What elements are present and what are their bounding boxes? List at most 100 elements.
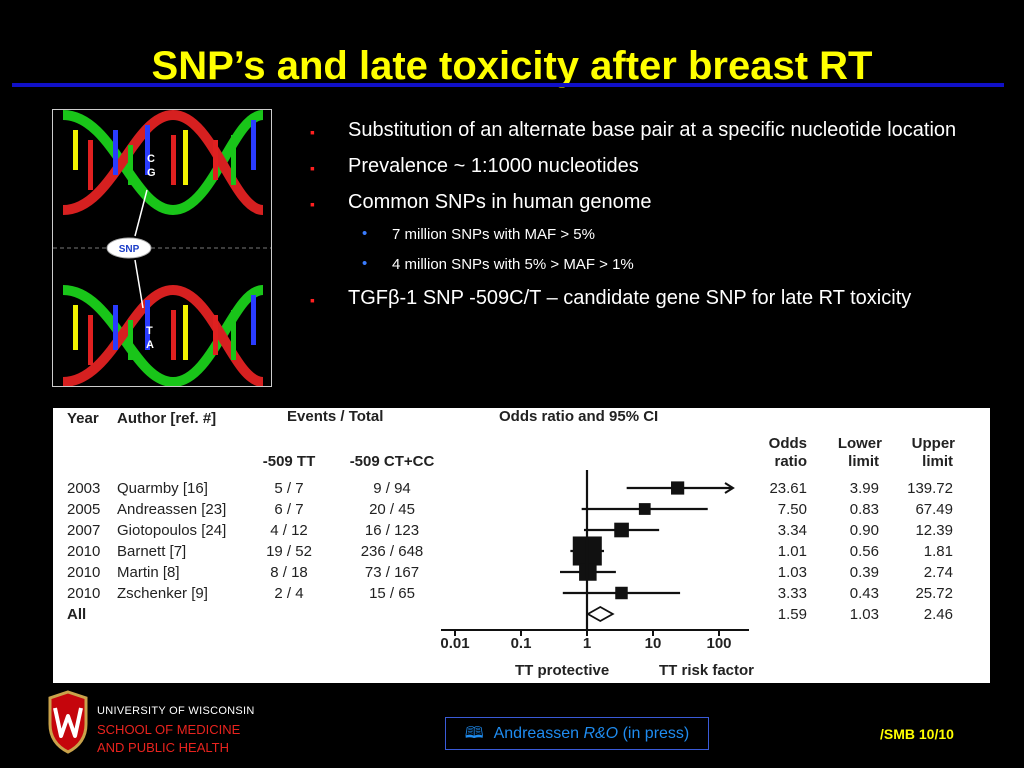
point-estimate (671, 481, 685, 495)
header-group-ct: -509 CT+CC (350, 453, 435, 470)
row-year: 2010 (67, 564, 100, 581)
x-tick-label: 100 (706, 635, 731, 652)
row-events-ct: 9 / 94 (373, 480, 411, 497)
header-year: Year (67, 410, 99, 427)
bullet-item: ▪ TGFβ-1 SNP -509C/T – candidate gene SNP… (310, 285, 990, 311)
author-initials: /SMB (880, 726, 915, 742)
row-odds-ratio: 1.01 (778, 543, 807, 560)
snp-label: SNP (119, 244, 140, 255)
row-events-ct: 15 / 65 (369, 585, 415, 602)
summary-diamond (586, 605, 615, 623)
x-tick-label: 1 (583, 635, 591, 652)
row-events-tt: 19 / 52 (266, 543, 312, 560)
sub-bullet-text: 4 million SNPs with 5% > MAF > 1% (392, 256, 634, 273)
row-lower-limit: 3.99 (850, 480, 879, 497)
dna-helix-top (62, 109, 265, 216)
x-tick-label: 0.1 (511, 635, 532, 652)
dna-base-t: T (146, 325, 153, 337)
x-annotation-left: TT protective (515, 662, 609, 679)
row-year: 2007 (67, 522, 100, 539)
school-line-1: SCHOOL OF MEDICINE (97, 722, 241, 737)
row-events-ct: 20 / 45 (369, 501, 415, 518)
sub-bullet-item: • 7 million SNPs with MAF > 5% (310, 225, 990, 245)
header-lower-2: limit (848, 453, 879, 470)
row-upper-limit: 2.74 (924, 564, 953, 581)
row-lower-limit: 0.83 (850, 501, 879, 518)
row-author: Quarmby [16] (117, 480, 208, 497)
bullet-list: ▪ Substitution of an alternate base pair … (310, 117, 990, 321)
header-author: Author [ref. #] (117, 410, 216, 427)
row-lower-limit: 0.39 (850, 564, 879, 581)
row-events-tt: 8 / 18 (270, 564, 308, 581)
x-annotation-right: TT risk factor (659, 662, 754, 679)
sub-bullet-marker-icon: • (362, 225, 368, 242)
sub-bullet-item: • 4 million SNPs with 5% > MAF > 1% (310, 255, 990, 275)
row-events-tt: 2 / 4 (274, 585, 303, 602)
bullet-text: Substitution of an alternate base pair a… (348, 119, 957, 141)
dna-base-a: A (146, 339, 154, 351)
bullet-item: ▪ Common SNPs in human genome (310, 189, 990, 215)
row-odds-ratio: 3.33 (778, 585, 807, 602)
row-odds-ratio: 23.61 (769, 480, 807, 497)
school-line-2: AND PUBLIC HEALTH (97, 740, 229, 755)
reference-journal: R&O (583, 725, 619, 742)
reference-status: (in press) (618, 725, 690, 742)
row-author: Zschenker [9] (117, 585, 208, 602)
bullet-marker-icon: ▪ (310, 292, 315, 308)
row-odds-ratio: 1.03 (778, 564, 807, 581)
row-events-ct: 16 / 123 (365, 522, 419, 539)
row-events-tt: 6 / 7 (274, 501, 303, 518)
header-or-2: ratio (774, 453, 807, 470)
header-group-tt: -509 TT (263, 453, 316, 470)
university-name: UNIVERSITY OF WISCONSIN (97, 705, 255, 717)
summary-odds-ratio: 1.59 (778, 606, 807, 623)
reference-box: 🕮 Andreassen R&O (in press) (445, 717, 709, 750)
bullet-item: ▪ Substitution of an alternate base pair … (310, 117, 990, 143)
row-author: Martin [8] (117, 564, 180, 581)
row-events-tt: 5 / 7 (274, 480, 303, 497)
header-upper-2: limit (922, 453, 953, 470)
bullet-text: Prevalence ~ 1:1000 nucleotides (348, 155, 639, 177)
school-name: SCHOOL OF MEDICINE AND PUBLIC HEALTH (97, 721, 240, 757)
bullet-marker-icon: ▪ (310, 124, 315, 140)
slide-number: /SMB 10/10 (880, 726, 954, 742)
slide-title: SNP’s and late toxicity after breast RT (151, 44, 873, 88)
row-author: Giotopoulos [24] (117, 522, 226, 539)
reference-author: Andreassen (493, 725, 584, 742)
row-events-ct: 73 / 167 (365, 564, 419, 581)
forest-plot: Year Author [ref. #] Events / Total Odds… (67, 408, 956, 679)
row-upper-limit: 139.72 (907, 480, 953, 497)
page-number: 10/10 (918, 726, 954, 742)
dna-base-g: G (147, 167, 156, 179)
x-tick-label: 0.01 (440, 635, 469, 652)
sub-bullet-marker-icon: • (362, 255, 368, 272)
bullet-text: TGFβ-1 SNP -509C/T – candidate gene SNP … (348, 287, 912, 309)
header-lower-1: Lower (838, 435, 882, 452)
row-upper-limit: 12.39 (915, 522, 953, 539)
dna-snp-illustration: C G SNP T A (52, 109, 272, 388)
book-icon: 🕮 (464, 725, 484, 742)
row-year: 2003 (67, 480, 100, 497)
row-year: 2010 (67, 585, 100, 602)
header-upper-1: Upper (912, 435, 956, 452)
title-underline (12, 83, 1004, 87)
row-lower-limit: 0.56 (850, 543, 879, 560)
point-estimate (614, 522, 629, 538)
x-tick-label: 10 (645, 635, 662, 652)
row-year: 2005 (67, 501, 100, 518)
summary-label: All (67, 606, 86, 623)
header-events: Events / Total (287, 408, 383, 425)
point-estimate (638, 503, 651, 515)
row-odds-ratio: 7.50 (778, 501, 807, 518)
forest-plot-panel: Year Author [ref. #] Events / Total Odds… (53, 408, 990, 683)
dna-base-c: C (147, 153, 155, 165)
point-estimate (615, 586, 628, 600)
bullet-marker-icon: ▪ (310, 196, 315, 212)
row-upper-limit: 25.72 (915, 585, 953, 602)
uw-crest-logo (48, 690, 88, 754)
row-upper-limit: 1.81 (924, 543, 953, 560)
bullet-item: ▪ Prevalence ~ 1:1000 nucleotides (310, 153, 990, 179)
row-author: Barnett [7] (117, 543, 186, 560)
header-or-1: Odds (769, 435, 807, 452)
bullet-marker-icon: ▪ (310, 160, 315, 176)
